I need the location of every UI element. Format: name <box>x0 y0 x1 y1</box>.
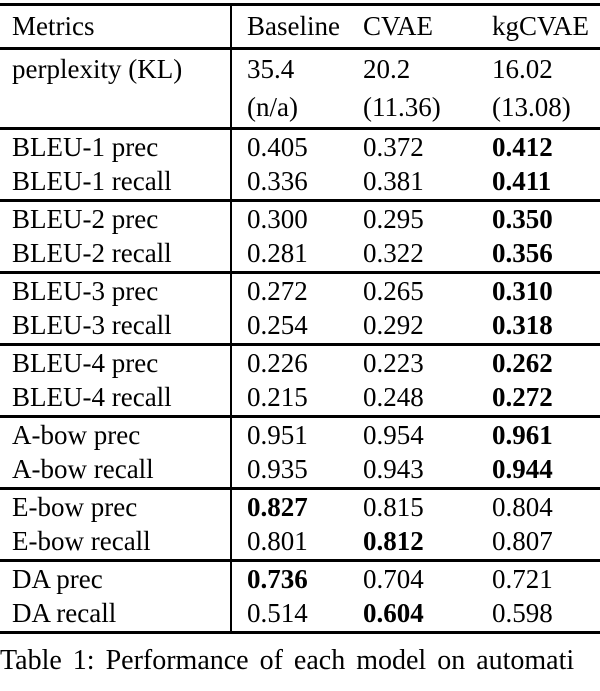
table-row-kl-values: (n/a) (11.36) (13.08) <box>0 88 600 129</box>
table-row-bleu1-prec: BLEU-1 prec 0.405 0.372 0.412 <box>0 127 600 165</box>
table-caption: Table 1: Performance of each model on au… <box>0 645 575 676</box>
baseline-value: 0.281 <box>230 236 359 273</box>
table-row-bleu4-recall: BLEU-4 recall 0.215 0.248 0.272 <box>0 380 600 417</box>
metric-cell: BLEU-4 recall <box>12 382 172 413</box>
baseline-value: 0.272 <box>230 271 359 309</box>
table-row-bleu3-recall: BLEU-3 recall 0.254 0.292 0.318 <box>0 308 600 345</box>
cvae-value: 20.2 <box>359 47 490 89</box>
kgcvae-value: 0.310 <box>490 271 600 309</box>
kgcvae-value: 0.356 <box>492 238 553 269</box>
table-row-ebow-prec: E-bow prec 0.827 0.815 0.804 <box>0 487 600 525</box>
baseline-value: 0.336 <box>230 164 359 201</box>
metric-cell: DA prec <box>0 559 231 597</box>
table-row-abow-prec: A-bow prec 0.951 0.954 0.961 <box>0 415 600 453</box>
kgcvae-value: 0.272 <box>492 382 553 413</box>
baseline-value: 0.801 <box>230 524 359 561</box>
cvae-value: 0.372 <box>359 127 490 165</box>
column-header-kgcvae: kgCVAE <box>492 11 590 41</box>
table-row-bleu2-recall: BLEU-2 recall 0.281 0.322 0.356 <box>0 236 600 273</box>
metric-cell: BLEU-2 prec <box>0 199 231 237</box>
baseline-value: 0.736 <box>230 559 359 597</box>
baseline-value: 0.951 <box>230 415 359 453</box>
metric-cell: BLEU-4 prec <box>0 343 231 381</box>
kgcvae-value: 0.350 <box>490 199 600 237</box>
results-table: Metrics Baseline CVAE kgCVAE perplexity … <box>0 3 600 634</box>
table-row-ebow-recall: E-bow recall 0.801 0.812 0.807 <box>0 524 600 561</box>
column-header-metrics: Metrics <box>12 11 95 41</box>
kgcvae-value: 0.262 <box>490 343 600 381</box>
kgcvae-value: 0.318 <box>492 310 553 341</box>
column-header-baseline: Baseline <box>230 4 359 49</box>
table-row-bleu1-recall: BLEU-1 recall 0.336 0.381 0.411 <box>0 164 600 201</box>
table-row-bleu2-prec: BLEU-2 prec 0.300 0.295 0.350 <box>0 199 600 237</box>
cvae-value: 0.943 <box>363 454 424 485</box>
baseline-value: 0.300 <box>230 199 359 237</box>
cvae-value: 0.295 <box>359 199 490 237</box>
table-row-abow-recall: A-bow recall 0.935 0.943 0.944 <box>0 452 600 489</box>
metric-cell: perplexity (KL) <box>0 47 231 89</box>
baseline-value: 0.226 <box>230 343 359 381</box>
metric-cell: BLEU-2 recall <box>12 238 172 269</box>
table-row-da-recall: DA recall 0.514 0.604 0.598 <box>0 596 600 633</box>
cvae-value: 0.381 <box>363 166 424 197</box>
column-header-cvae: CVAE <box>363 11 434 41</box>
table-header-row: Metrics Baseline CVAE kgCVAE <box>0 4 600 49</box>
metric-cell: A-bow prec <box>0 415 231 453</box>
kgcvae-value: 0.721 <box>490 559 600 597</box>
kgcvae-value: 0.412 <box>490 127 600 165</box>
cvae-value: 0.248 <box>363 382 424 413</box>
cvae-value: 0.954 <box>359 415 490 453</box>
kgcvae-value: 0.804 <box>490 487 600 525</box>
table-row-bleu4-prec: BLEU-4 prec 0.226 0.223 0.262 <box>0 343 600 381</box>
cvae-value: 0.815 <box>359 487 490 525</box>
cvae-value: 0.265 <box>359 271 490 309</box>
cvae-value: 0.223 <box>359 343 490 381</box>
cvae-value: (11.36) <box>363 92 441 123</box>
baseline-value: 35.4 <box>230 47 359 89</box>
metric-cell: BLEU-3 recall <box>12 310 172 341</box>
cvae-value: 0.322 <box>363 238 424 269</box>
metric-cell: E-bow recall <box>12 526 151 557</box>
metric-cell: DA recall <box>12 598 117 629</box>
metric-cell: BLEU-1 prec <box>0 127 231 165</box>
metric-cell: BLEU-3 prec <box>0 271 231 309</box>
metric-cell <box>0 89 231 129</box>
kgcvae-value: (13.08) <box>492 92 571 123</box>
cvae-value: 0.292 <box>363 310 424 341</box>
table-row-da-prec: DA prec 0.736 0.704 0.721 <box>0 559 600 597</box>
cvae-value: 0.704 <box>359 559 490 597</box>
kgcvae-value: 0.944 <box>492 454 553 485</box>
kgcvae-value: 0.598 <box>492 598 553 629</box>
metric-cell: E-bow prec <box>0 487 231 525</box>
baseline-value: (n/a) <box>230 88 359 129</box>
cvae-value: 0.604 <box>363 598 424 629</box>
baseline-value: 0.405 <box>230 127 359 165</box>
table-row-bleu3-prec: BLEU-3 prec 0.272 0.265 0.310 <box>0 271 600 309</box>
kgcvae-value: 0.411 <box>492 166 552 197</box>
table-row-perplexity: perplexity (KL) 35.4 20.2 16.02 <box>0 47 600 89</box>
baseline-value: 0.514 <box>230 596 359 633</box>
baseline-value: 0.215 <box>230 380 359 417</box>
baseline-value: 0.254 <box>230 308 359 345</box>
kgcvae-value: 0.961 <box>490 415 600 453</box>
baseline-value: 0.935 <box>230 452 359 489</box>
kgcvae-value: 16.02 <box>490 47 600 89</box>
kgcvae-value: 0.807 <box>492 526 553 557</box>
baseline-value: 0.827 <box>230 487 359 525</box>
metric-cell: A-bow recall <box>12 454 154 485</box>
cvae-value: 0.812 <box>363 526 424 557</box>
metric-cell: BLEU-1 recall <box>12 166 172 197</box>
